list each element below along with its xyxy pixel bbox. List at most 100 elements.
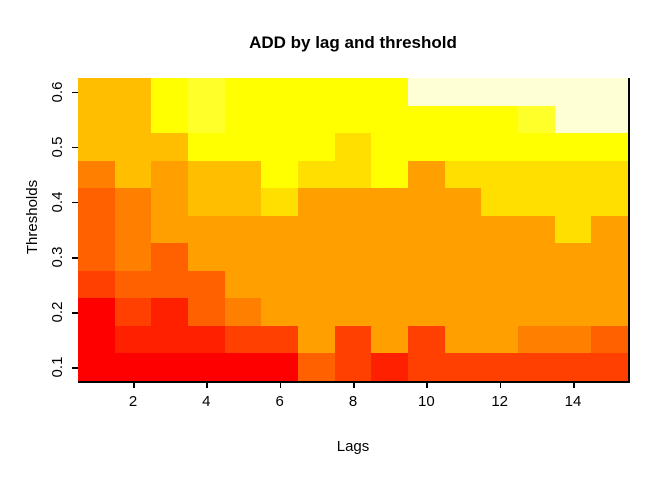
heatmap-cell [591,270,628,299]
heatmap-cell [114,243,152,271]
heatmap-cell [371,298,408,326]
heatmap-cell [408,325,445,354]
heatmap-cell [518,243,555,271]
heatmap-cell [78,105,115,134]
heatmap-cell [518,298,555,326]
heatmap-cell [371,160,408,189]
x-axis-line [78,381,630,383]
heatmap-cell [591,243,628,271]
heatmap-cell [554,78,592,106]
heatmap-cell [151,353,188,381]
heatmap-cell [554,298,592,326]
heatmap-cell [151,298,188,326]
y-axis-title: Thresholds [24,179,41,255]
heatmap-cell [444,298,482,326]
heatmap-cell [444,160,482,189]
heatmap-cell [408,215,445,244]
heatmap-cell [554,133,592,161]
heatmap-cell [224,105,262,134]
heatmap-cell [151,215,188,244]
heatmap-cell [151,188,188,216]
heatmap-cell [151,78,188,106]
x-tick-mark [133,382,135,388]
x-tick-mark [279,382,282,388]
heatmap-cell [554,105,592,134]
heatmap-cell [408,133,445,161]
heatmap-cell [78,243,115,271]
heatmap-cell [261,270,298,299]
heatmap-cell [224,133,262,161]
heatmap-cell [224,325,262,354]
heatmap-cell [334,298,372,326]
heatmap-cell [591,78,628,106]
heatmap-cell [298,353,335,381]
heatmap-cell [261,353,298,381]
heatmap-cell [371,270,408,299]
heatmap-cell [444,78,482,106]
heatmap-cell [151,243,188,271]
heatmap-cell [334,105,372,134]
heatmap-cell [151,105,188,134]
heatmap-cell [188,325,225,354]
heatmap-cell [334,160,372,189]
heatmap-cell [591,325,628,354]
heatmap-cell [151,133,188,161]
heatmap-cell [224,160,262,189]
heatmap-cell [408,188,445,216]
heatmap-cell [518,325,555,354]
heatmap-cell [224,270,262,299]
heatmap-cell [261,325,298,354]
heatmap-cell [78,298,115,326]
heatmap-cell [518,215,555,244]
heatmap-cell [114,188,152,216]
heatmap-cell [408,78,445,106]
heatmap-cell [591,133,628,161]
heatmap-cell [371,325,408,354]
x-tick-mark [353,382,355,388]
y-tick-label: 0.3 [49,246,66,268]
heatmap-cell [298,325,335,354]
heatmap-cell [78,353,115,381]
heatmap-cell [261,133,298,161]
heatmap-cell [188,188,225,216]
heatmap-cell [444,270,482,299]
heatmap-cell [261,215,298,244]
heatmap-cell [334,215,372,244]
heatmap-cell [334,133,372,161]
heatmap-cell [261,105,298,134]
y-tick-label: 0.5 [49,136,66,158]
heatmap-cell [591,353,628,381]
heatmap-cell [554,353,592,381]
heatmap-cell [78,133,115,161]
heatmap-cell [554,325,592,354]
heatmap-cell [481,133,518,161]
heatmap-cell [114,105,152,134]
heatmap-cell [518,353,555,381]
x-tick-mark [573,382,575,388]
heatmap-cell [554,243,592,271]
heatmap-cell [78,325,115,354]
heatmap-cell [114,78,152,106]
heatmap-cell [78,78,115,106]
heatmap-cell [591,105,628,134]
heatmap-cell [151,160,188,189]
heatmap-cell [481,78,518,106]
heatmap-cell [481,188,518,216]
plot-right-border [628,78,630,382]
x-tick-mark [426,382,428,388]
heatmap-cell [481,243,518,271]
heatmap-cell [224,188,262,216]
heatmap-cell [408,160,445,189]
heatmap-cell [518,160,555,189]
heatmap-cell [444,188,482,216]
x-tick-label: 12 [491,393,508,410]
heatmap-cell [188,270,225,299]
heatmap-cell [188,215,225,244]
heatmap-cell [408,353,445,381]
heatmap-cell [554,188,592,216]
heatmap-cell [518,188,555,216]
heatmap-cell [298,78,335,106]
heatmap-cell [371,78,408,106]
heatmap-cell [481,353,518,381]
